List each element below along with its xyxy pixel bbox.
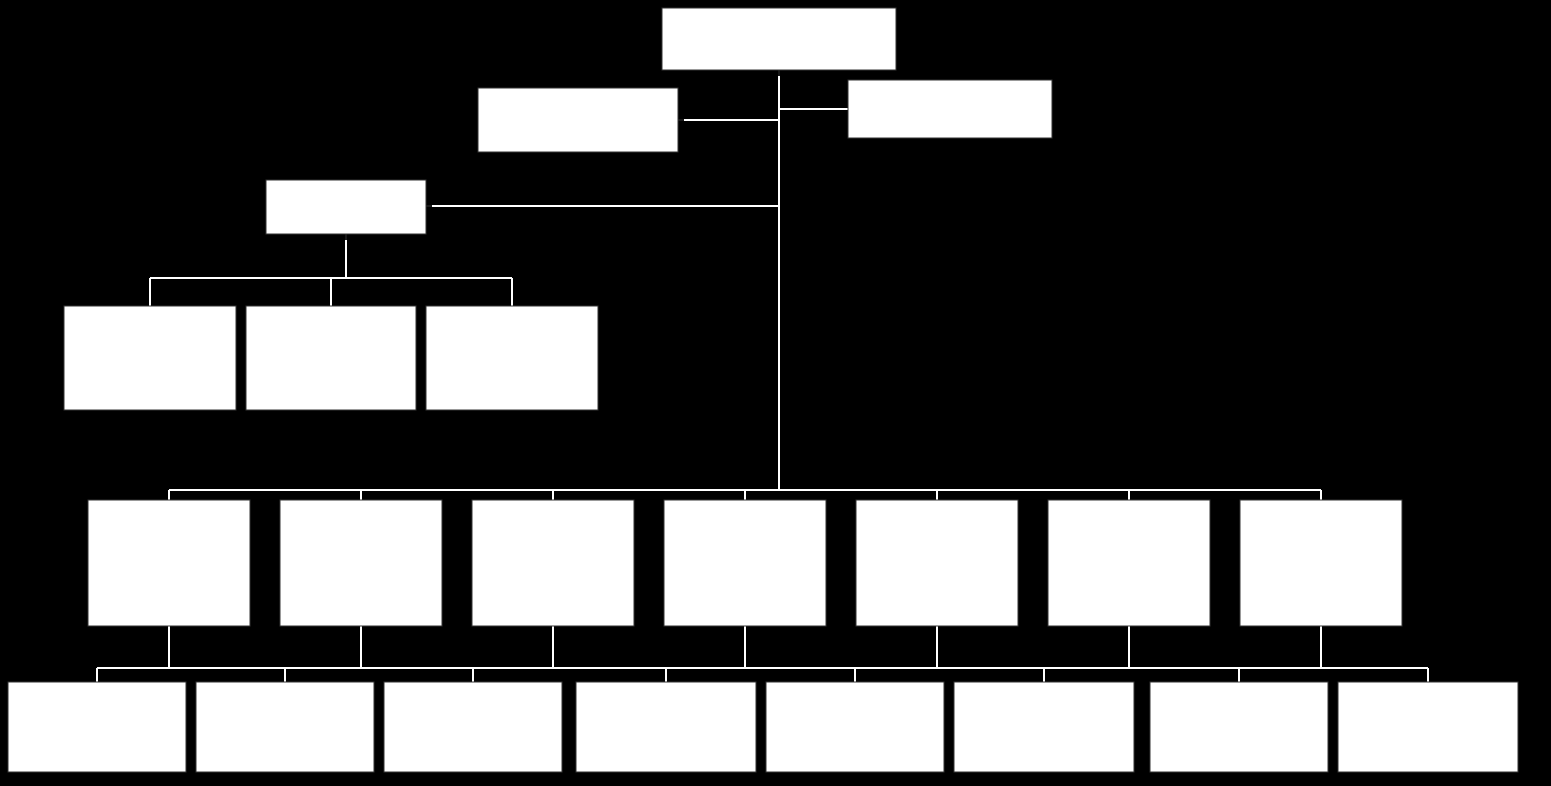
node-r5b bbox=[280, 500, 442, 626]
node-r6h bbox=[1338, 682, 1524, 778]
node-r6a bbox=[8, 682, 192, 778]
node-r6d bbox=[576, 682, 762, 778]
node-l4b bbox=[246, 306, 422, 416]
node-r5a bbox=[88, 500, 250, 626]
node-l4c bbox=[426, 306, 604, 416]
node-l2a bbox=[478, 88, 684, 158]
node-r5d bbox=[664, 500, 826, 626]
node-root bbox=[662, 8, 902, 76]
node-r5g bbox=[1240, 500, 1402, 626]
node-l3 bbox=[266, 180, 432, 240]
node-l4a bbox=[64, 306, 242, 416]
node-r5f bbox=[1048, 500, 1210, 626]
org-chart-diagram bbox=[0, 0, 1551, 786]
node-l2b bbox=[848, 80, 1058, 144]
node-r6b bbox=[196, 682, 380, 778]
node-r6g bbox=[1150, 682, 1334, 778]
node-r5e bbox=[856, 500, 1018, 626]
node-r6f bbox=[954, 682, 1140, 778]
node-r5c bbox=[472, 500, 634, 626]
node-r6c bbox=[384, 682, 568, 778]
node-r6e bbox=[766, 682, 950, 778]
